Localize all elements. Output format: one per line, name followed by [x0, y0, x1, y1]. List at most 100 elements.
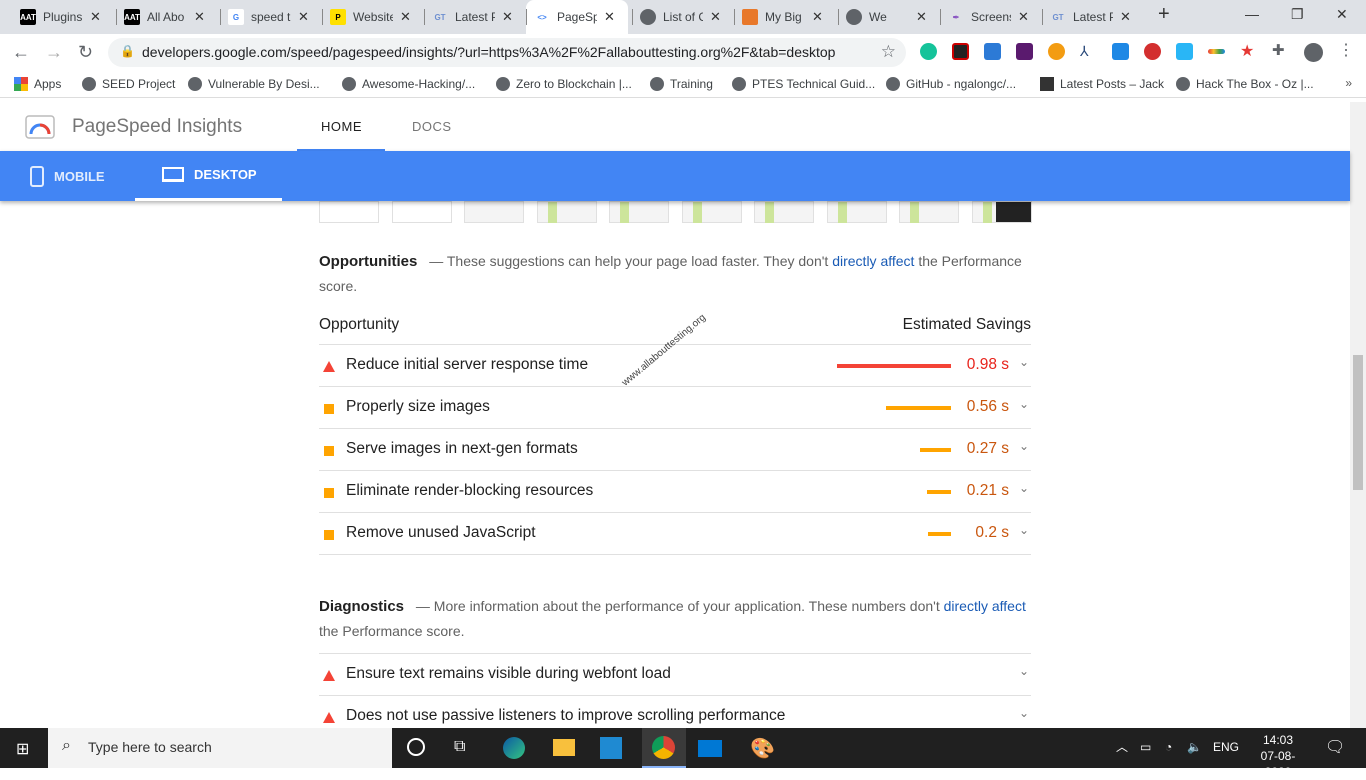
- bookmark-item[interactable]: Apps: [14, 77, 61, 91]
- task-view-icon[interactable]: ⧉: [454, 738, 466, 755]
- clock[interactable]: 14:03 07-08-2020: [1248, 732, 1308, 780]
- paint-icon[interactable]: 🎨: [750, 738, 775, 760]
- close-tab-icon[interactable]: ✕: [1120, 9, 1131, 24]
- bookmark-item[interactable]: Hack The Box - Oz |...: [1176, 77, 1314, 91]
- scrollbar-thumb[interactable]: [1353, 355, 1363, 490]
- more-bookmarks-icon[interactable]: »: [1345, 76, 1352, 90]
- rainbow-extension-icon[interactable]: [1208, 49, 1225, 54]
- url-text[interactable]: developers.google.com/speed/pagespeed/in…: [142, 44, 836, 60]
- close-window-button[interactable]: ✕: [1336, 6, 1348, 22]
- bookmark-item[interactable]: Awesome-Hacking/...: [342, 77, 475, 91]
- opportunity-row[interactable]: Serve images in next-gen formats 0.27 s ⌄: [319, 428, 1031, 470]
- feed-extension-icon[interactable]: [984, 43, 1001, 60]
- screen-extension-icon[interactable]: [1112, 43, 1129, 60]
- chevron-down-icon[interactable]: ⌄: [1018, 664, 1029, 678]
- seo-extension-icon[interactable]: [1144, 43, 1161, 60]
- browser-tab[interactable]: ✒ Screens ✕: [940, 0, 1042, 34]
- browser-tab[interactable]: GT Latest P ✕: [1042, 0, 1144, 34]
- forward-icon[interactable]: →: [45, 42, 63, 62]
- close-tab-icon[interactable]: ✕: [194, 9, 205, 24]
- diagnostic-row[interactable]: Does not use passive listeners to improv…: [319, 695, 1031, 728]
- bookmark-star-icon[interactable]: ☆: [880, 42, 896, 61]
- star-extension-icon[interactable]: ★: [1240, 43, 1255, 60]
- close-tab-icon[interactable]: ✕: [90, 9, 101, 24]
- browser-tab[interactable]: P Website ✕: [322, 0, 424, 34]
- bookmark-item[interactable]: PTES Technical Guid...: [732, 77, 875, 91]
- analytics-extension-icon[interactable]: [1016, 43, 1033, 60]
- wifi-icon[interactable]: ◔: [1165, 740, 1173, 754]
- opportunity-row[interactable]: Reduce initial server response time 0.98 …: [319, 344, 1031, 386]
- address-bar[interactable]: 🔒 developers.google.com/speed/pagespeed/…: [108, 38, 906, 67]
- grammarly-extension-icon[interactable]: [920, 43, 937, 60]
- profile-avatar-icon[interactable]: [1304, 43, 1323, 62]
- edge-icon[interactable]: [503, 737, 525, 759]
- tab-docs[interactable]: DOCS: [390, 102, 470, 151]
- browser-tab[interactable]: AAT All Abo ✕: [116, 0, 218, 34]
- browser-tab[interactable]: <> PageSp ✕: [526, 0, 628, 34]
- chrome-taskbar-button[interactable]: [642, 728, 686, 768]
- directly-affect-link[interactable]: directly affect: [943, 598, 1026, 614]
- cortana-icon[interactable]: [407, 738, 425, 756]
- pdf-extension-icon[interactable]: [952, 43, 969, 60]
- taskbar-search[interactable]: ⌕ Type here to search: [48, 728, 392, 768]
- bookmark-item[interactable]: Vulnerable By Desi...: [188, 77, 320, 91]
- close-tab-icon[interactable]: ✕: [1018, 9, 1029, 24]
- bookmark-item[interactable]: Latest Posts – Jack: [1040, 77, 1164, 91]
- windows-start-icon[interactable]: ⊞: [16, 741, 30, 758]
- notifications-icon[interactable]: 🗨: [1325, 739, 1346, 756]
- chevron-down-icon[interactable]: ⌄: [1018, 439, 1029, 453]
- diagnostic-label: Ensure text remains visible during webfo…: [346, 665, 671, 682]
- minimize-button[interactable]: —: [1245, 6, 1259, 22]
- tray-chevron-icon[interactable]: ︿: [1116, 740, 1129, 754]
- browser-tab[interactable]: GT Latest P ✕: [424, 0, 526, 34]
- extensions-puzzle-icon[interactable]: ✚: [1272, 42, 1285, 59]
- lambda-extension-icon[interactable]: ⅄: [1080, 43, 1097, 60]
- chevron-down-icon[interactable]: ⌄: [1018, 523, 1029, 537]
- diagnostic-row[interactable]: Ensure text remains visible during webfo…: [319, 653, 1031, 695]
- chevron-down-icon[interactable]: ⌄: [1018, 706, 1029, 720]
- close-tab-icon[interactable]: ✕: [400, 9, 411, 24]
- language-indicator[interactable]: ENG: [1213, 740, 1240, 754]
- close-tab-icon[interactable]: ✕: [916, 9, 927, 24]
- close-tab-icon[interactable]: ✕: [298, 9, 309, 24]
- browser-tab[interactable]: List of C ✕: [632, 0, 734, 34]
- close-tab-icon[interactable]: ✕: [812, 9, 823, 24]
- browser-tab[interactable]: My Big ✕: [734, 0, 836, 34]
- opportunity-row[interactable]: Properly size images 0.56 s ⌄: [319, 386, 1031, 428]
- opportunity-row[interactable]: Remove unused JavaScript 0.2 s ⌄: [319, 512, 1031, 554]
- browser-tab[interactable]: We ✕: [838, 0, 940, 34]
- shield-icon: [188, 77, 202, 91]
- directly-affect-link[interactable]: directly affect: [832, 253, 915, 269]
- browser-tab[interactable]: AAT Plugins ✕: [12, 0, 114, 34]
- chevron-down-icon[interactable]: ⌄: [1018, 397, 1029, 411]
- s-extension-icon[interactable]: [1048, 43, 1065, 60]
- menu-kebab-icon[interactable]: ⋮: [1338, 42, 1354, 59]
- store-icon[interactable]: [600, 737, 622, 759]
- pen-extension-icon[interactable]: [1176, 43, 1193, 60]
- close-tab-icon[interactable]: ✕: [710, 9, 721, 24]
- chevron-down-icon[interactable]: ⌄: [1018, 355, 1029, 369]
- chevron-down-icon[interactable]: ⌄: [1018, 481, 1029, 495]
- mail-icon[interactable]: [698, 740, 722, 757]
- battery-icon[interactable]: ▭: [1140, 740, 1152, 754]
- back-icon[interactable]: ←: [12, 42, 30, 62]
- reload-icon[interactable]: ↻: [78, 42, 94, 62]
- savings-bar: [837, 364, 951, 368]
- average-square-icon: [324, 530, 334, 540]
- file-explorer-icon[interactable]: [553, 739, 575, 756]
- opportunity-row[interactable]: Eliminate render-blocking resources 0.21 …: [319, 470, 1031, 512]
- bookmark-item[interactable]: SEED Project: [82, 77, 175, 91]
- bookmark-item[interactable]: Zero to Blockchain |...: [496, 77, 632, 91]
- tab-mobile[interactable]: MOBILE: [30, 151, 105, 201]
- bookmark-item[interactable]: GitHub - ngalongc/...: [886, 77, 1016, 91]
- close-tab-icon[interactable]: ✕: [502, 9, 513, 24]
- bookmark-item[interactable]: Training: [650, 77, 713, 91]
- restore-button[interactable]: ❐: [1291, 6, 1304, 22]
- tab-desktop[interactable]: DESKTOP: [135, 151, 282, 201]
- new-tab-button[interactable]: +: [1158, 3, 1170, 25]
- close-tab-icon[interactable]: ✕: [604, 9, 615, 24]
- tab-home[interactable]: HOME: [297, 102, 385, 151]
- page-scrollbar[interactable]: [1350, 102, 1366, 728]
- volume-icon[interactable]: 🔈: [1187, 740, 1202, 754]
